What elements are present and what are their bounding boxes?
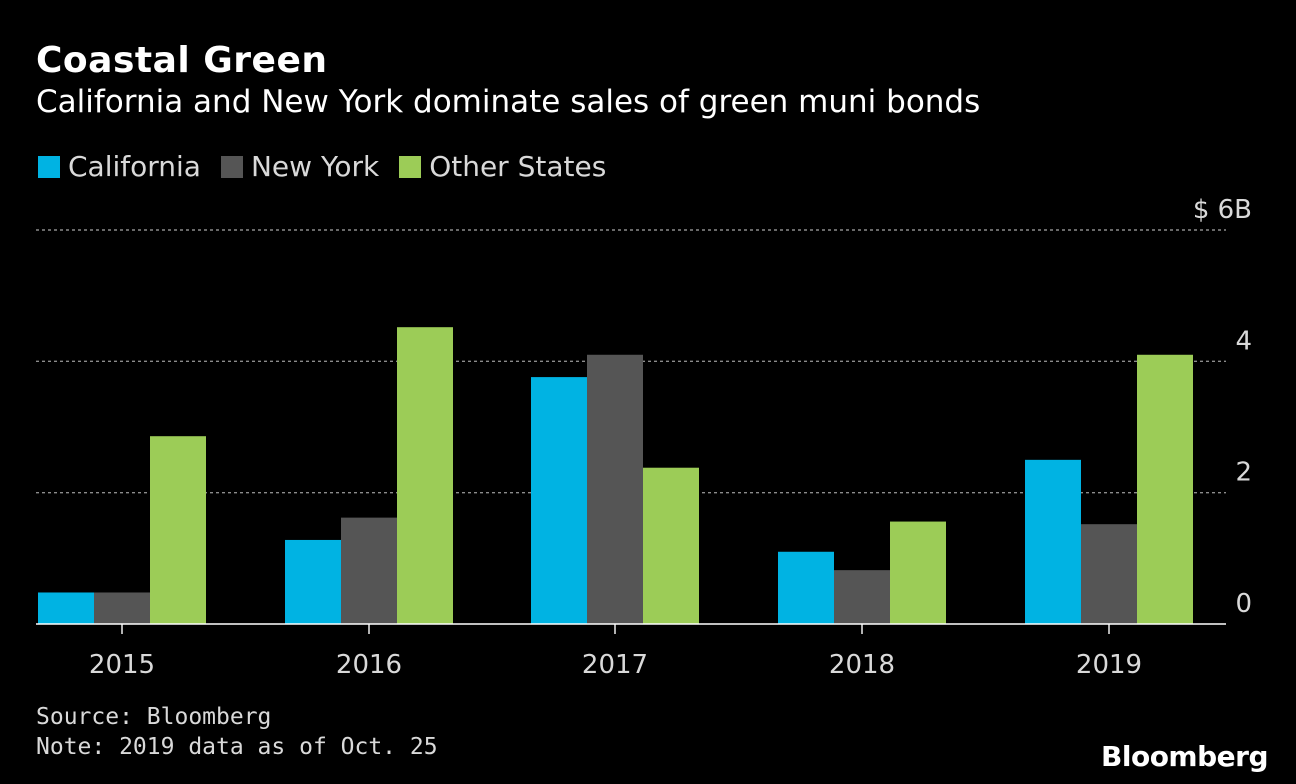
bar-other-states-2016 bbox=[397, 327, 453, 624]
x-tick-label: 2018 bbox=[829, 650, 895, 680]
legend-label-california: California bbox=[68, 150, 201, 183]
footer: Source: Bloomberg Note: 2019 data as of … bbox=[36, 702, 438, 762]
bar-other-states-2017 bbox=[643, 467, 699, 624]
bloomberg-logo: Bloomberg bbox=[1101, 740, 1268, 773]
bar-california-2017 bbox=[531, 377, 587, 624]
legend-swatch-new-york bbox=[220, 155, 243, 178]
y-tick-label: 2 bbox=[1235, 458, 1252, 488]
legend-item-california: California bbox=[38, 150, 201, 183]
legend-item-new-york: New York bbox=[220, 150, 380, 183]
legend-swatch-california bbox=[38, 155, 60, 178]
legend-item-other-states: Other States bbox=[399, 150, 606, 183]
bar-california-2019 bbox=[1025, 459, 1081, 624]
x-tick-label: 2019 bbox=[1076, 650, 1142, 680]
legend-swatch-other-states bbox=[399, 155, 422, 178]
chart-subtitle: California and New York dominate sales o… bbox=[36, 84, 981, 120]
bar-california-2016 bbox=[285, 539, 341, 624]
x-tick-label: 2017 bbox=[582, 650, 648, 680]
data-note: Note: 2019 data as of Oct. 25 bbox=[36, 734, 438, 760]
bar-california-2018 bbox=[778, 551, 834, 624]
bar-other-states-2018 bbox=[890, 521, 946, 624]
bar-other-states-2019 bbox=[1137, 354, 1193, 624]
bar-new-york-2018 bbox=[834, 570, 890, 624]
x-tick-label: 2016 bbox=[336, 650, 402, 680]
bar-new-york-2017 bbox=[587, 354, 643, 624]
bar-new-york-2015 bbox=[94, 592, 150, 624]
source-note: Source: Bloomberg bbox=[36, 704, 272, 730]
legend-label-new-york: New York bbox=[250, 150, 380, 183]
bar-california-2015 bbox=[38, 592, 94, 624]
x-tick-label: 2015 bbox=[89, 650, 155, 680]
y-tick-label: $ 6B bbox=[1193, 195, 1252, 225]
bar-new-york-2019 bbox=[1081, 524, 1137, 624]
y-tick-label: 0 bbox=[1235, 589, 1252, 619]
bar-other-states-2015 bbox=[150, 436, 206, 624]
chart-title: Coastal Green bbox=[36, 40, 328, 81]
y-tick-label: 4 bbox=[1235, 326, 1252, 356]
legend-label-other-states: Other States bbox=[429, 150, 607, 183]
bar-new-york-2016 bbox=[341, 517, 397, 624]
legend: California New York Other States bbox=[38, 150, 606, 183]
